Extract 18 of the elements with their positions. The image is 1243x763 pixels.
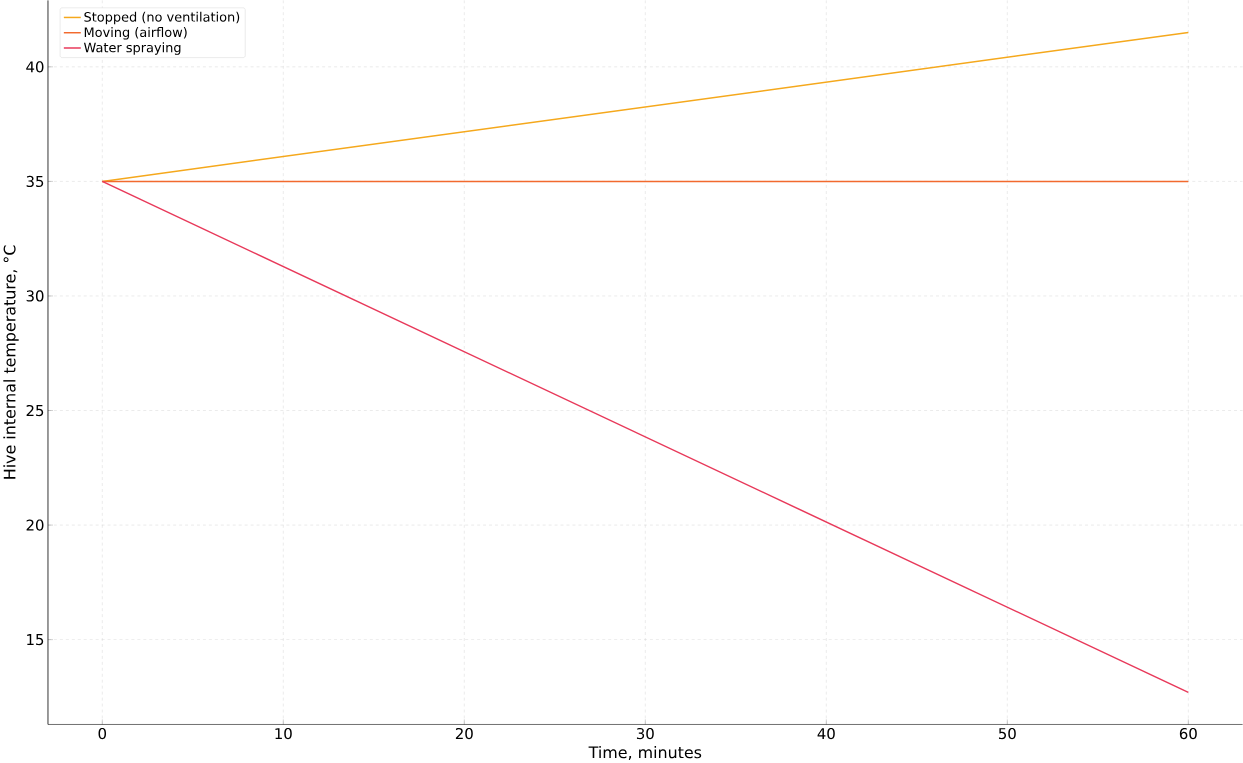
y-tick-label: 35 [26,175,44,187]
y-axis-title: Hive internal temperature, °C [3,245,19,479]
x-tick-label: 30 [636,727,654,740]
y-tick-label: 15 [27,633,44,646]
legend-label: Moving (airflow) [84,26,187,40]
y-tick-label: 25 [26,404,44,417]
x-axis-title: Time, minutes [588,745,702,760]
y-tick-label: 30 [26,290,44,302]
x-tick-label: 10 [275,727,292,740]
y-tick-label: 40 [26,61,44,73]
legend-label: Stopped (no ventilation) [84,11,240,25]
x-tick-label: 60 [1179,727,1197,740]
x-tick-label: 20 [455,727,473,740]
legend-label: Water spraying [83,42,181,55]
x-tick-label: 40 [817,727,835,740]
x-tick-label: 0 [98,727,107,740]
x-tick-label: 50 [998,727,1016,740]
y-tick-label: 20 [26,519,44,531]
